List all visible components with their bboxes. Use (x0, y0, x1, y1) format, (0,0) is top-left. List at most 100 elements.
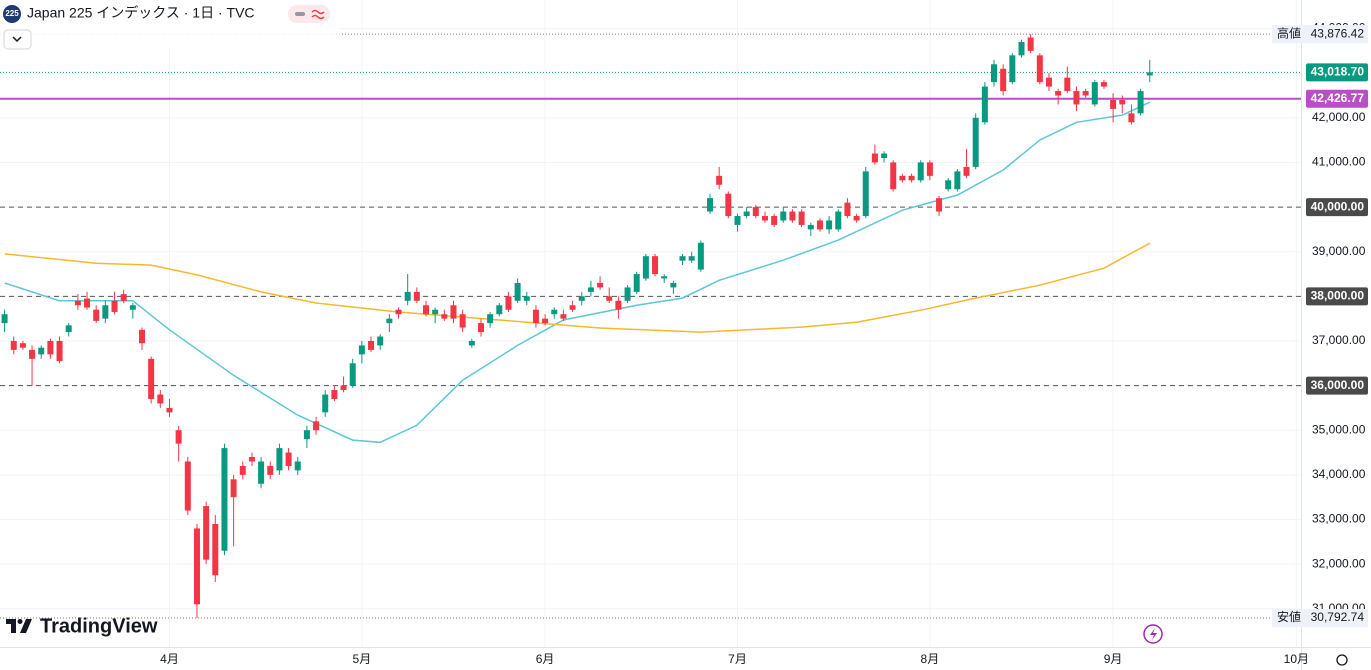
candle-body (578, 296, 585, 301)
candle-body (102, 305, 109, 319)
candle-body (221, 448, 228, 551)
candle-body (248, 457, 255, 462)
x-tick-label: 7月 (728, 652, 747, 666)
candle-body (569, 305, 576, 310)
candle-body (313, 421, 320, 431)
candle-body (285, 452, 292, 466)
high-text: 43,876.42 (1311, 26, 1365, 40)
last-text: 43,018.70 (1311, 65, 1365, 79)
candle-body (771, 216, 778, 225)
candle-body (1100, 82, 1107, 87)
candle-body (624, 287, 631, 301)
header-bg (0, 0, 340, 50)
candle-body (816, 220, 823, 230)
candle-body (1055, 91, 1062, 96)
candle-body (47, 340, 54, 355)
x-tick-label: 4月 (160, 652, 179, 666)
candle-body (276, 448, 283, 471)
candle-body (1119, 99, 1126, 105)
low-name: 安値 (1277, 609, 1301, 624)
candle-body (761, 216, 768, 221)
candle-body (93, 309, 100, 321)
hline-text: 42,426.77 (1311, 91, 1365, 105)
candle-body (450, 305, 457, 319)
candle-body (725, 193, 732, 217)
alert-bolt (1150, 628, 1157, 640)
y-tick-label: 39,000.00 (1312, 244, 1366, 258)
candle-body (386, 318, 393, 324)
candle-body (697, 242, 704, 270)
chevron (12, 36, 22, 43)
level-box (1306, 376, 1368, 395)
candle-body (899, 175, 906, 181)
candle-body (1036, 55, 1043, 83)
low-box (1272, 609, 1368, 628)
candle-body (972, 117, 979, 167)
moving-average (4, 242, 1151, 333)
candle-body (807, 224, 814, 230)
candle-body (587, 287, 594, 292)
candle-body (1137, 91, 1144, 114)
y-tick-label: 41,000.00 (1312, 155, 1366, 169)
candle-body (120, 294, 127, 301)
candle-body (157, 394, 164, 404)
low-text: 30,792.74 (1311, 610, 1365, 624)
status-pill[interactable] (288, 5, 330, 23)
candle-body (19, 343, 26, 348)
candle-body (1027, 37, 1034, 51)
candle-body (954, 171, 961, 190)
high-box (1272, 25, 1368, 44)
candle-body (258, 461, 265, 484)
candle-body (1009, 55, 1016, 83)
candle-body (670, 282, 677, 288)
candle-body (395, 309, 402, 315)
y-tick-label: 42,000.00 (1312, 110, 1366, 124)
alert-icon[interactable] (1143, 624, 1163, 644)
candle-body (1073, 91, 1080, 105)
brand: TradingView (40, 615, 158, 637)
candle-body (459, 314, 466, 328)
settings-icon[interactable] (1336, 654, 1348, 666)
pill-wave (311, 9, 325, 20)
x-tick-label: 6月 (536, 652, 555, 666)
candle-body (826, 220, 833, 230)
header: 225 Japan 225 インデックス · 1日 · TVC (0, 0, 340, 50)
candle-body (1045, 77, 1052, 87)
candle-body (368, 340, 375, 350)
logo-dot (17, 619, 23, 624)
candle-body (38, 347, 45, 355)
level-box (1306, 198, 1368, 217)
candle-body (413, 291, 420, 301)
candle-body (477, 323, 484, 333)
high-name: 高値 (1277, 25, 1301, 40)
candle-body (468, 340, 475, 346)
candle-body (331, 390, 338, 399)
candle-body (349, 363, 356, 386)
candle-body (303, 430, 310, 440)
candle-body (615, 300, 622, 310)
candle-body (560, 314, 567, 319)
moving-average (4, 101, 1151, 444)
candle-body (542, 318, 549, 324)
candle-body (881, 153, 888, 158)
chart-title: Japan 225 インデックス · 1日 · TVC (27, 5, 255, 21)
y-tick-label: 33,000.00 (1312, 512, 1366, 526)
candle-body (111, 300, 118, 312)
y-tick-label: 34,000.00 (1312, 467, 1366, 481)
candle-body (239, 465, 246, 475)
candle-body (56, 340, 63, 362)
candle-body (743, 211, 750, 217)
y-tick-label: 35,000.00 (1312, 422, 1366, 436)
candle-body (926, 162, 933, 176)
logo: TradingView (6, 615, 158, 637)
candle-body (908, 175, 915, 181)
candle-body (633, 274, 640, 292)
candle-body (1082, 91, 1089, 96)
candle-body (1064, 77, 1071, 92)
candle-body (523, 296, 530, 301)
candle-body (404, 291, 411, 301)
candle-body (148, 358, 155, 399)
candle-body (688, 256, 695, 261)
candle-body (963, 166, 970, 176)
